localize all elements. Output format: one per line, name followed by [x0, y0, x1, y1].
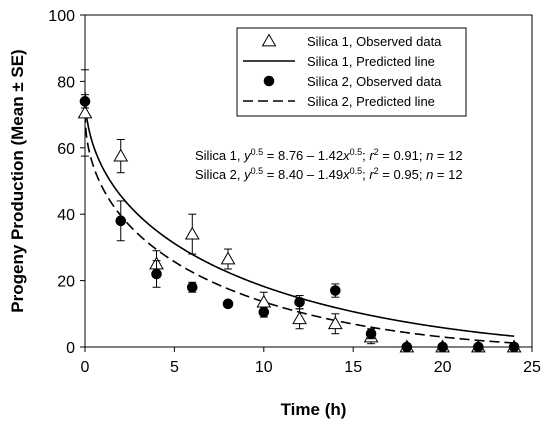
data-point — [437, 341, 448, 353]
data-point — [365, 328, 377, 340]
legend-entry-4: Silica 2, Predicted line — [243, 94, 435, 109]
x-tick-label: 20 — [434, 359, 452, 376]
data-point — [327, 316, 343, 330]
equation-label: Silica 1, — [195, 148, 244, 163]
data-point — [473, 341, 484, 353]
data-point — [401, 341, 413, 353]
equation-annotations: Silica 1, y0.5 = 8.76 – 1.42x0.5; r2 = 0… — [195, 147, 463, 182]
data-point — [294, 296, 305, 308]
plot-border — [84, 14, 533, 348]
series-layer — [77, 69, 522, 353]
legend-entry-1: Silica 1, Observed data — [261, 33, 442, 49]
data-point — [292, 311, 307, 325]
x-tick-label: 0 — [81, 359, 90, 376]
y-tick-label: 0 — [66, 340, 75, 357]
equation-label: Silica 2, — [195, 167, 244, 182]
x-tick-label: 10 — [255, 359, 273, 376]
legend: Silica 1, Observed data Silica 1, Predict… — [236, 27, 467, 117]
data-point — [115, 215, 127, 227]
data-point — [220, 251, 236, 265]
filled-circle-icon — [263, 75, 275, 87]
y-tick-label: 60 — [57, 141, 75, 158]
x-axis-title: Time (h) — [281, 400, 347, 419]
data-point — [256, 294, 272, 308]
open-triangle-icon — [261, 33, 277, 47]
equation-r2: 0.95 — [394, 167, 419, 182]
equation-slope: 1.49 — [318, 167, 343, 182]
y-tick-label: 20 — [57, 274, 75, 291]
data-point — [222, 298, 234, 310]
plot-area — [84, 14, 533, 348]
y-tick-label: 40 — [57, 207, 75, 224]
equation-intercept: 8.40 — [278, 167, 303, 182]
legend-label: Silica 2, Observed data — [307, 74, 442, 89]
equation-slope: 1.42 — [318, 148, 343, 163]
data-point — [184, 226, 200, 240]
legend-label: Silica 1, Observed data — [307, 34, 442, 49]
legend-entry-2: Silica 1, Predicted line — [243, 54, 435, 69]
data-point — [330, 285, 341, 296]
y-tick-label: 80 — [57, 74, 75, 91]
observed-series-3 — [79, 94, 520, 353]
equation-intercept: 8.76 — [278, 148, 303, 163]
y-tick-label: 100 — [48, 8, 75, 25]
equation-n: 12 — [448, 148, 462, 163]
legend-label: Silica 1, Predicted line — [307, 54, 435, 69]
data-point — [258, 306, 270, 318]
data-point — [508, 341, 520, 353]
legend-entry-3: Silica 2, Observed data — [263, 74, 442, 89]
x-tick-label: 15 — [344, 359, 362, 376]
equation-2: Silica 2, y0.5 = 8.40 – 1.49x0.5; r2 = 0… — [195, 166, 463, 182]
data-point — [79, 96, 91, 107]
x-tick-label: 5 — [170, 359, 179, 376]
equation-1: Silica 1, y0.5 = 8.76 – 1.42x0.5; r2 = 0… — [195, 147, 463, 163]
legend-label: Silica 2, Predicted line — [307, 94, 435, 109]
data-point — [186, 281, 198, 293]
equation-n: 12 — [448, 167, 462, 182]
equation-r2: 0.91 — [394, 148, 419, 163]
data-point — [77, 105, 93, 119]
y-axis-title: Progeny Production (Mean ± SE) — [8, 49, 27, 312]
data-point — [113, 148, 129, 162]
axes: 0 5 10 15 20 25 0 20 40 60 80 100 Time (h) Progeny Pr… — [8, 8, 541, 419]
data-point — [151, 268, 162, 280]
x-tick-label: 25 — [523, 359, 541, 376]
